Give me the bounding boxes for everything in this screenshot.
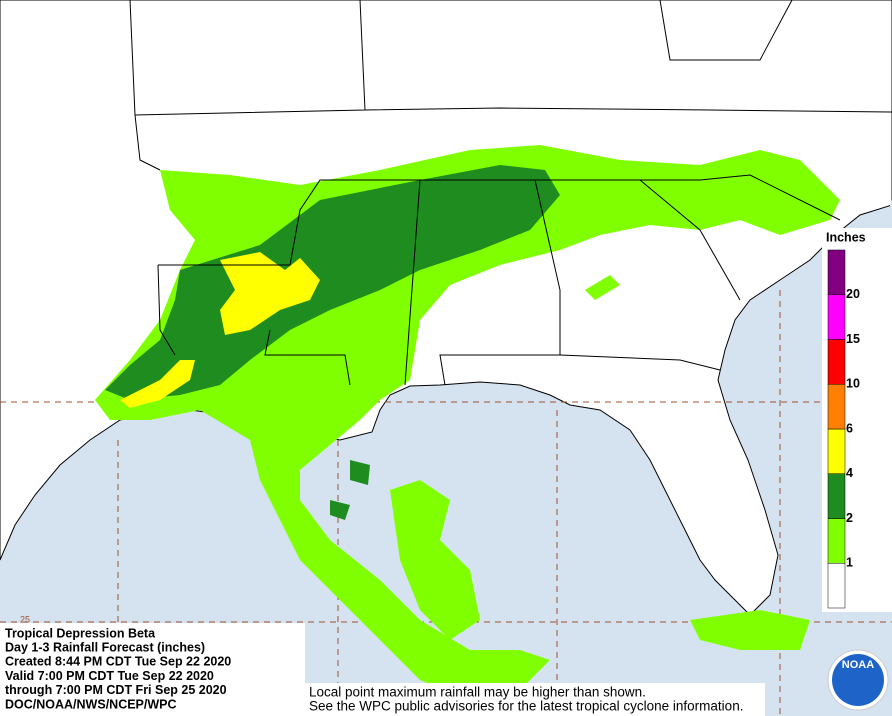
legend-label: 20 (846, 287, 860, 301)
logo-inner (832, 654, 884, 706)
legend-label: 4 (846, 466, 853, 480)
legend-label: 2 (846, 511, 853, 525)
rainfall (95, 145, 840, 700)
info-line: DOC/NOAA/NWS/NCEP/WPC (5, 697, 177, 711)
legend-label: 6 (846, 421, 853, 435)
legend-swatch (827, 294, 846, 340)
legend-swatch (827, 384, 846, 430)
legend-swatch (827, 563, 846, 609)
info-line: Valid 7:00 PM CDT Tue Sep 22 2020 (5, 669, 214, 683)
legend-label: 1 (846, 556, 853, 570)
legend-swatch (827, 428, 846, 474)
note-line: See the WPC public advisories for the la… (309, 699, 743, 714)
legend-label: 10 (846, 377, 860, 391)
info-line: through 7:00 PM CDT Fri Sep 25 2020 (5, 683, 227, 697)
info-line: Day 1-3 Rainfall Forecast (inches) (5, 640, 205, 654)
legend-title: Inches (826, 230, 866, 244)
state-borders (129, 0, 892, 386)
info-box (0, 623, 305, 716)
note-line: Local point maximum rainfall may be high… (309, 685, 646, 700)
legend-swatch (827, 339, 846, 385)
legend-label: 15 (846, 332, 860, 346)
info-line: Tropical Depression Beta (5, 626, 156, 640)
info-line: Created 8:44 PM CDT Tue Sep 22 2020 (5, 655, 231, 669)
legend-swatch (827, 249, 846, 295)
legend-swatch (827, 473, 846, 519)
note-box (305, 683, 765, 716)
legend-swatch (827, 518, 846, 564)
logo-text: NOAA (842, 659, 874, 671)
grid-label: 25 (20, 614, 30, 624)
